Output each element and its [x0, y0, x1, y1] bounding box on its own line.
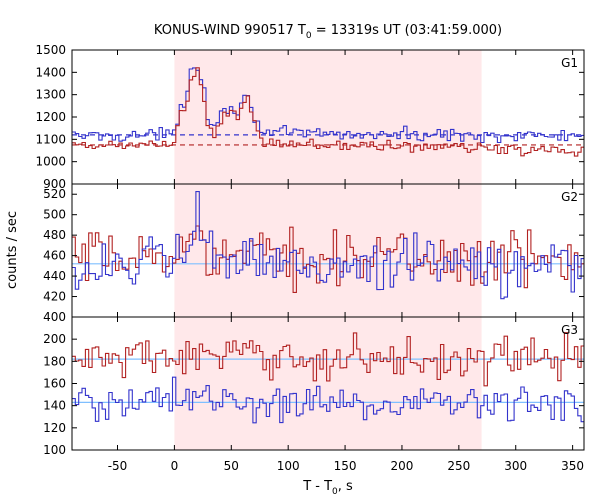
series-red	[72, 332, 584, 387]
y-tick-label: 180	[43, 354, 66, 368]
y-tick-label: 1200	[35, 110, 66, 124]
y-tick-label: 420	[43, 290, 66, 304]
x-tick-label: -50	[108, 459, 128, 473]
panel-g2: 400 420 440 460 480 500 520 G2	[43, 183, 585, 324]
y-tick-label: 500	[43, 208, 66, 222]
panel-label: G1	[561, 56, 578, 70]
x-tick-label: 250	[447, 459, 470, 473]
series-blue	[72, 191, 584, 300]
y-tick-label: 200	[43, 332, 66, 346]
panel-label: G2	[561, 190, 578, 204]
panel-g1: 900 1000 1100 1200 1300 1400 1500 G1	[35, 43, 585, 191]
y-tick-label: 460	[43, 249, 66, 263]
y-tick-label: 900	[43, 177, 66, 191]
x-tick-label: 350	[561, 459, 584, 473]
series-blue	[72, 67, 584, 144]
y-tick-label: 1500	[35, 43, 66, 57]
x-tick-label: 200	[391, 459, 414, 473]
y-tick-label: 1300	[35, 88, 66, 102]
y-tick-label: 1100	[35, 132, 66, 146]
series-group	[72, 67, 584, 157]
x-tick-label: 50	[224, 459, 239, 473]
plot-area: 900100011001200130014001500G140042044046…	[35, 43, 585, 473]
y-tick-label: 520	[43, 187, 66, 201]
x-axis-label: T - T0, s	[302, 479, 353, 497]
y-tick-label: 120	[43, 421, 66, 435]
x-tick-label: 300	[504, 459, 527, 473]
y-tick-label: 140	[43, 399, 66, 413]
panel-g3: 100 120 140 160 180 200 G3	[43, 316, 585, 457]
y-tick-label: 400	[43, 310, 66, 324]
shaded-interval	[174, 317, 482, 450]
x-tick-label: 0	[171, 459, 179, 473]
y-tick-label: 160	[43, 377, 66, 391]
series-group	[72, 332, 584, 424]
series-red	[72, 67, 584, 157]
y-tick-label: 440	[43, 269, 66, 283]
shaded-interval	[174, 184, 482, 317]
chart-title: KONUS-WIND 990517 T0 = 13319s UT (03:41:…	[154, 23, 502, 41]
x-tick-label: 100	[277, 459, 300, 473]
series-blue	[72, 376, 584, 424]
shaded-interval	[174, 50, 482, 184]
x-tick-label: 150	[334, 459, 357, 473]
y-tick-label: 100	[43, 443, 66, 457]
y-axis-label: counts / sec	[5, 211, 20, 289]
series-red	[72, 225, 584, 293]
panel-label: G3	[561, 323, 578, 337]
series-group	[72, 191, 584, 300]
y-tick-label: 480	[43, 228, 66, 242]
y-tick-label: 1000	[35, 155, 66, 169]
y-tick-label: 1400	[35, 65, 66, 79]
